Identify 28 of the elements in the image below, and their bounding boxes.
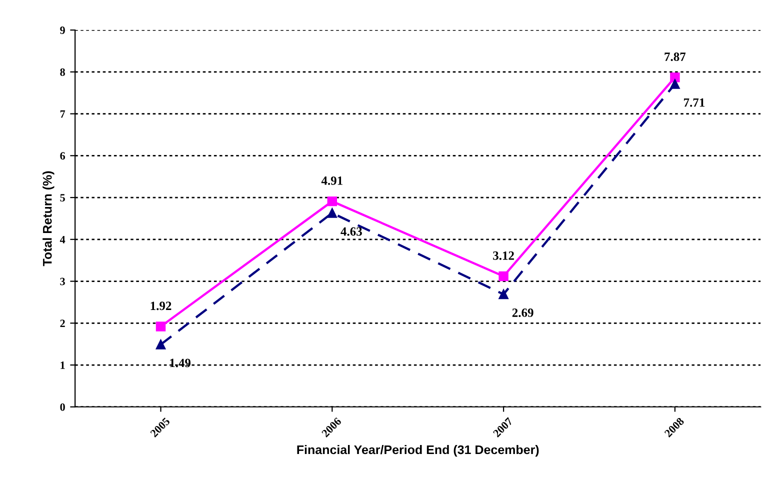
data-label: 4.63 <box>340 227 362 236</box>
y-tick-label: 5 <box>60 194 65 202</box>
data-label: 1.92 <box>150 302 172 310</box>
x-axis-title: Financial Year/Period End (31 December) <box>297 444 539 457</box>
point <box>327 208 338 218</box>
point <box>327 196 338 206</box>
point <box>670 79 680 89</box>
data-label: 4.91 <box>321 176 342 185</box>
data-label: 7.87 <box>664 52 686 61</box>
data-label: 3.12 <box>493 251 514 260</box>
data-label: 7.71 <box>684 98 705 107</box>
point <box>670 72 680 82</box>
y-tick-label: 1 <box>60 362 65 369</box>
y-tick-label: 9 <box>60 26 65 34</box>
y-tick-label: 6 <box>60 152 66 160</box>
point <box>156 322 166 332</box>
y-tick-label: 7 <box>60 110 66 118</box>
y-tick-label: 4 <box>60 236 66 244</box>
y-axis-title: Total Return (%) <box>42 171 54 266</box>
y-tick-label: 0 <box>60 403 65 411</box>
data-label: 1.49 <box>170 358 191 368</box>
point <box>156 340 166 350</box>
y-tick-label: 8 <box>60 68 65 76</box>
y-tick-label: 2 <box>60 320 65 327</box>
data-label: 2.69 <box>512 308 534 317</box>
y-tick-label: 3 <box>60 278 65 286</box>
point <box>498 289 508 300</box>
point <box>498 271 508 282</box>
